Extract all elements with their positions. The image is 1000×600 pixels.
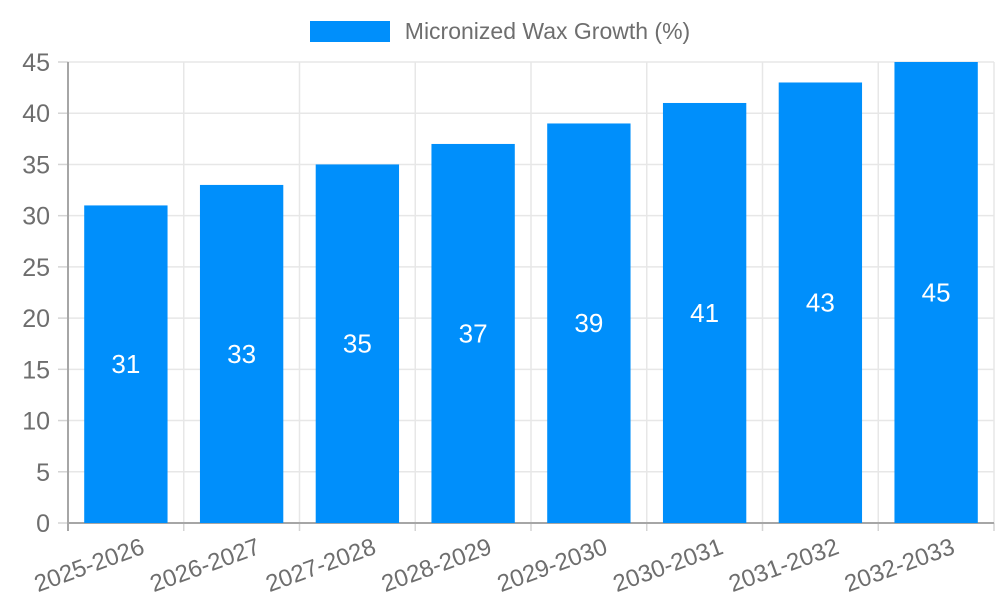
y-tick-label: 35 bbox=[22, 151, 50, 179]
y-tick-label: 20 bbox=[22, 305, 50, 333]
legend-swatch bbox=[309, 21, 390, 42]
y-tick-label: 15 bbox=[22, 356, 50, 384]
bar[interactable] bbox=[84, 205, 168, 523]
bar-value-label: 31 bbox=[111, 349, 140, 379]
bar[interactable] bbox=[199, 184, 284, 523]
x-tick-label: 2030-2031 bbox=[610, 533, 727, 598]
bar[interactable] bbox=[894, 62, 978, 523]
bar-value-label: 41 bbox=[690, 298, 719, 328]
y-tick-label: 40 bbox=[22, 100, 50, 128]
legend[interactable]: Micronized Wax Growth (%) bbox=[0, 18, 1000, 45]
x-tick-label: 2031-2032 bbox=[725, 533, 842, 598]
bar-value-label: 33 bbox=[227, 339, 256, 369]
x-tick-label: 2025-2026 bbox=[31, 533, 148, 598]
bar-value-label: 43 bbox=[806, 288, 835, 318]
x-tick-label: 2026-2027 bbox=[147, 533, 264, 598]
bar-value-label: 35 bbox=[343, 329, 372, 359]
y-tick-label: 30 bbox=[22, 203, 50, 231]
bar[interactable] bbox=[315, 164, 400, 523]
legend-label: Micronized Wax Growth (%) bbox=[404, 18, 691, 44]
bar-value-label: 37 bbox=[459, 318, 488, 348]
y-tick-label: 5 bbox=[36, 459, 50, 487]
y-tick-label: 45 bbox=[22, 49, 50, 77]
y-tick-label: 10 bbox=[22, 408, 50, 436]
x-tick-label: 2029-2030 bbox=[494, 533, 611, 598]
x-tick-label: 2028-2029 bbox=[378, 533, 495, 598]
y-tick-label: 25 bbox=[22, 254, 50, 282]
x-tick-label: 2027-2028 bbox=[262, 533, 379, 598]
x-tick-label: 2032-2033 bbox=[841, 533, 958, 598]
bar[interactable] bbox=[547, 123, 631, 523]
y-tick-label: 0 bbox=[36, 510, 50, 538]
bar[interactable] bbox=[778, 82, 863, 523]
bar[interactable] bbox=[662, 102, 747, 523]
bar[interactable] bbox=[431, 143, 515, 523]
bar-value-label: 45 bbox=[922, 278, 951, 308]
bar-value-label: 39 bbox=[574, 308, 603, 338]
